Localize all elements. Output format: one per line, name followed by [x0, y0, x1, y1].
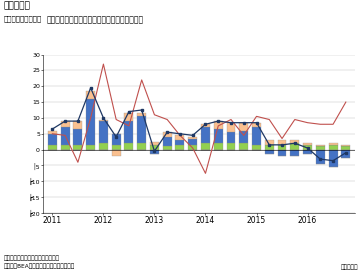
- Bar: [125, 121, 133, 143]
- Text: 米国の実質設備投資（寄与度）と実質住宅投資: 米国の実質設備投資（寄与度）と実質住宅投資: [47, 15, 144, 24]
- Bar: [201, 127, 210, 143]
- Bar: [176, 135, 184, 140]
- Bar: [163, 137, 172, 146]
- Bar: [214, 129, 223, 143]
- Bar: [112, 150, 121, 156]
- Bar: [61, 127, 70, 145]
- Bar: [265, 150, 274, 154]
- Bar: [163, 132, 172, 137]
- Bar: [48, 130, 57, 134]
- Bar: [278, 140, 286, 145]
- Bar: [329, 150, 337, 167]
- Bar: [163, 146, 172, 150]
- Bar: [214, 121, 223, 129]
- Bar: [341, 145, 350, 146]
- Bar: [303, 150, 312, 154]
- Bar: [290, 150, 299, 156]
- Text: （図表５）: （図表５）: [4, 1, 30, 10]
- Bar: [316, 146, 325, 150]
- Bar: [329, 143, 337, 145]
- Bar: [290, 140, 299, 143]
- Bar: [227, 123, 235, 132]
- Bar: [125, 113, 133, 121]
- Bar: [316, 145, 325, 146]
- Bar: [150, 142, 159, 145]
- Bar: [188, 137, 197, 138]
- Bar: [73, 121, 82, 129]
- Bar: [252, 145, 261, 150]
- Bar: [188, 138, 197, 145]
- Bar: [201, 143, 210, 150]
- Bar: [214, 143, 223, 150]
- Bar: [61, 121, 70, 127]
- Bar: [278, 145, 286, 150]
- Bar: [137, 113, 146, 116]
- Bar: [227, 143, 235, 150]
- Bar: [341, 146, 350, 150]
- Bar: [150, 150, 159, 154]
- Bar: [48, 145, 57, 150]
- Bar: [252, 127, 261, 145]
- Text: （四半期）: （四半期）: [341, 265, 358, 270]
- Bar: [86, 91, 95, 99]
- Bar: [137, 143, 146, 150]
- Bar: [99, 121, 108, 143]
- Bar: [329, 145, 337, 150]
- Bar: [86, 145, 95, 150]
- Bar: [265, 140, 274, 145]
- Bar: [125, 143, 133, 150]
- Bar: [112, 134, 121, 145]
- Bar: [239, 123, 248, 130]
- Bar: [239, 143, 248, 150]
- Bar: [341, 150, 350, 158]
- Bar: [99, 120, 108, 121]
- Bar: [278, 150, 286, 156]
- Bar: [265, 145, 274, 150]
- Bar: [86, 99, 95, 145]
- Bar: [112, 145, 121, 150]
- Bar: [239, 130, 248, 143]
- Bar: [137, 116, 146, 143]
- Text: （資料）BEAよりニッセイ基礎研究所作成: （資料）BEAよりニッセイ基礎研究所作成: [4, 263, 75, 269]
- Bar: [303, 145, 312, 150]
- Bar: [303, 143, 312, 145]
- Bar: [61, 145, 70, 150]
- Bar: [99, 143, 108, 150]
- Bar: [48, 134, 57, 145]
- Text: （注）季節調整済系列の前期比年率: （注）季節調整済系列の前期比年率: [4, 255, 60, 261]
- Bar: [201, 124, 210, 127]
- Bar: [316, 150, 325, 164]
- Bar: [252, 123, 261, 127]
- Bar: [73, 129, 82, 145]
- Bar: [150, 145, 159, 150]
- Bar: [176, 145, 184, 150]
- Bar: [290, 143, 299, 150]
- Bar: [73, 145, 82, 150]
- Bar: [188, 145, 197, 150]
- Text: （前期比年率、％）: （前期比年率、％）: [4, 15, 42, 22]
- Bar: [227, 132, 235, 143]
- Bar: [176, 140, 184, 145]
